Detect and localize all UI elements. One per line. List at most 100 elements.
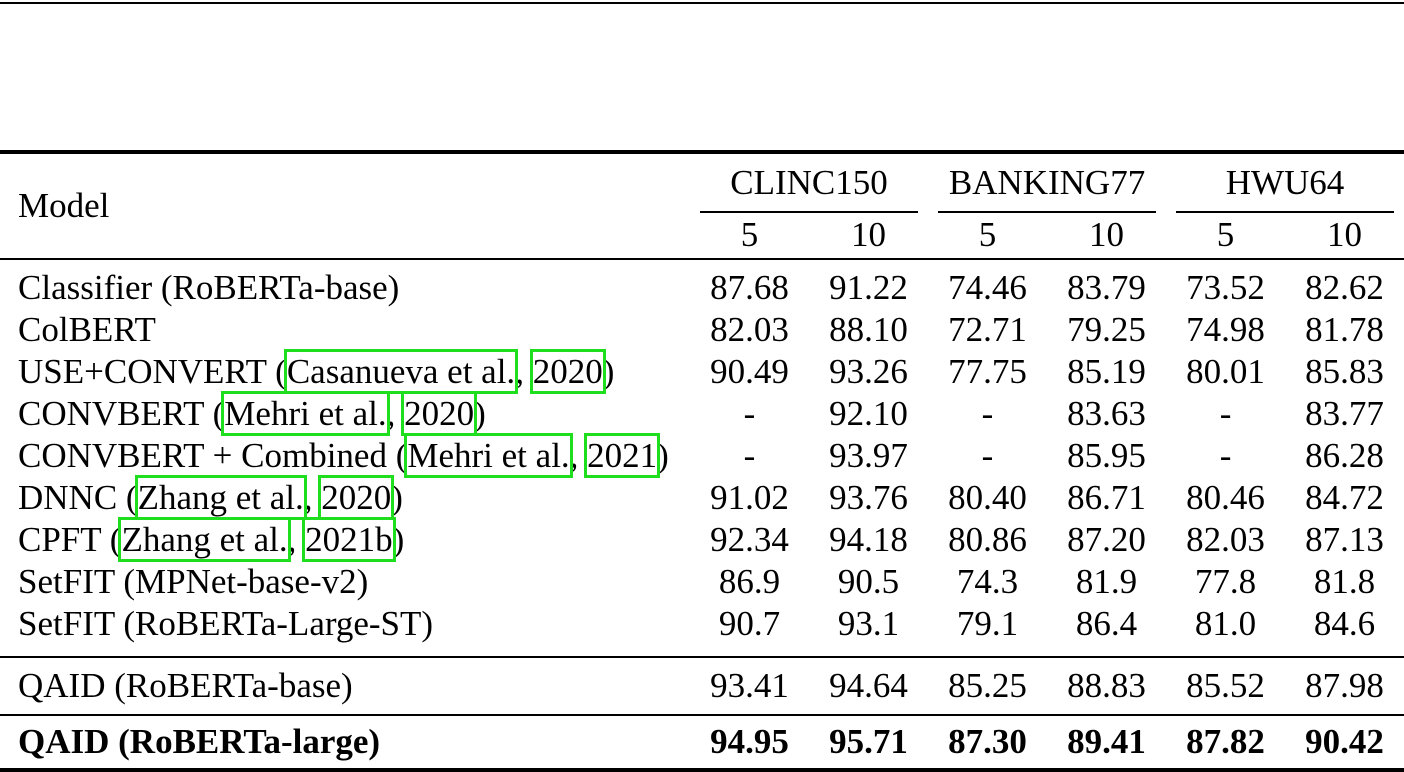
dataset-group-label: HWU64 [1176, 154, 1395, 213]
model-name-text: Classifier (RoBERTa-base) [18, 268, 400, 307]
model-name-cell: CONVBERT + Combined (Mehri et al., 2021) [0, 433, 690, 478]
model-name-text: QAID (RoBERTa-large) [18, 722, 381, 761]
citation-link[interactable]: 2021b [302, 517, 396, 562]
table-row: ColBERT 82.03 88.10 72.71 79.25 74.98 81.78 [0, 309, 1404, 351]
dataset-group-clinc150: CLINC150 [690, 152, 928, 213]
score-cell: 90.42 [1285, 714, 1404, 770]
score-cell: 85.19 [1067, 352, 1146, 391]
score-cell: 85.83 [1305, 352, 1384, 391]
table-row: SetFIT (MPNet-base-v2) 86.9 90.5 74.3 81.9 77… [0, 561, 1404, 603]
results-table: Model CLINC150 BANKING77 HWU64 5 10 5 10… [0, 150, 1404, 772]
model-name-cell: Classifier (RoBERTa-base) [0, 259, 690, 309]
model-name-text: SetFIT (MPNet-base-v2) [18, 562, 369, 601]
citation-link[interactable]: 2020 [401, 391, 478, 436]
score-cell: 95.71 [809, 714, 928, 770]
model-name-cell: SetFIT (MPNet-base-v2) [0, 561, 690, 603]
score-cell: 87.82 [1166, 714, 1286, 770]
score-cell: 85.25 [928, 656, 1047, 715]
score-cell: 83.77 [1305, 394, 1384, 433]
model-name-cell: CPFT (Zhang et al., 2021b) [0, 517, 690, 562]
page-top-rule [0, 2, 1404, 4]
score-cell: 74.3 [956, 562, 1019, 601]
score-cell: 94.64 [809, 656, 928, 715]
score-cell: 92.34 [710, 520, 789, 559]
citation-link[interactable]: 2021 [584, 433, 661, 478]
score-cell: 93.1 [837, 604, 900, 643]
score-cell: 86.9 [718, 562, 781, 601]
model-name-text: USE+CONVERT ( [18, 352, 287, 391]
score-cell: 74.98 [1186, 310, 1265, 349]
model-name-text: CONVBERT + Combined ( [18, 436, 408, 475]
score-cell: 86.4 [1075, 604, 1138, 643]
model-name-text: QAID (RoBERTa-base) [18, 666, 353, 705]
score-cell: 79.25 [1067, 310, 1146, 349]
score-cell: 91.22 [829, 268, 908, 307]
table-row: CONVBERT + Combined (Mehri et al., 2021)… [0, 433, 1404, 478]
model-name-cell: CONVBERT (Mehri et al., 2020) [0, 391, 690, 436]
shot-header-row: 5 10 5 10 5 10 [0, 211, 1404, 260]
table-row: QAID (RoBERTa-base) 93.41 94.64 85.25 88.83 8… [0, 656, 1404, 715]
citation-link[interactable]: Mehri et al. [404, 433, 573, 478]
dataset-group-banking77: BANKING77 [928, 152, 1166, 213]
model-name-cell: USE+CONVERT (Casanueva et al., 2020) [0, 349, 690, 394]
citation-link[interactable]: 2020 [529, 349, 606, 394]
citation-link[interactable]: Casanueva et al. [283, 349, 519, 394]
model-name-text: ) [657, 436, 669, 475]
shot-column-header: 5 [690, 211, 809, 260]
score-cell: 74.46 [948, 268, 1027, 307]
model-name-text: ) [602, 352, 615, 391]
model-name-text: , [569, 436, 588, 475]
score-cell: 89.41 [1047, 714, 1167, 770]
shot-column-header: 5 [928, 211, 1047, 260]
citation-link[interactable]: Zhang et al. [134, 475, 307, 520]
score-cell: 88.83 [1047, 656, 1167, 715]
model-name-cell: QAID (RoBERTa-large) [0, 714, 690, 770]
qaid-large-section: QAID (RoBERTa-large) 94.95 95.71 87.30 89.41… [0, 714, 1404, 770]
model-name-text: ) [474, 394, 486, 433]
score-cell: 90.5 [837, 562, 900, 601]
score-cell: 92.10 [829, 394, 908, 433]
qaid-base-section: QAID (RoBERTa-base) 93.41 94.64 85.25 88.83 8… [0, 656, 1404, 715]
score-cell: 82.03 [710, 310, 789, 349]
score-cell: 93.97 [829, 436, 908, 475]
score-cell: 94.95 [690, 714, 809, 770]
table-row: CPFT (Zhang et al., 2021b) 92.34 94.18 80.8… [0, 517, 1404, 562]
table-row: SetFIT (RoBERTa-Large-ST) 90.7 93.1 79.1 86.… [0, 603, 1404, 657]
dataset-group-label: BANKING77 [938, 154, 1157, 213]
score-cell: 91.02 [710, 478, 789, 517]
table-row: CONVBERT (Mehri et al., 2020) - 92.10 - 83.6… [0, 391, 1404, 436]
model-name-cell: QAID (RoBERTa-base) [0, 656, 690, 715]
citation-link[interactable]: Zhang et al. [118, 517, 291, 562]
shot-column-header: 10 [1047, 211, 1167, 260]
dataset-group-label: CLINC150 [700, 154, 918, 213]
score-cell: 81.0 [1194, 604, 1257, 643]
benchmark-results-table: Model CLINC150 BANKING77 HWU64 5 10 5 10… [0, 150, 1404, 772]
model-name-text: , [386, 394, 405, 433]
score-cell: 72.71 [948, 310, 1027, 349]
score-cell: 84.6 [1313, 604, 1376, 643]
model-name-text: ) [391, 478, 403, 517]
score-cell: 77.75 [948, 352, 1027, 391]
score-cell: 86.28 [1305, 436, 1384, 475]
dataset-group-hwu64: HWU64 [1166, 152, 1404, 213]
score-cell: 81.9 [1075, 562, 1138, 601]
score-cell: 85.95 [1067, 436, 1146, 475]
model-name-text: DNNC ( [18, 478, 138, 517]
score-cell: 84.72 [1305, 478, 1384, 517]
model-name-cell: ColBERT [0, 309, 690, 351]
score-cell: - [743, 394, 756, 433]
group-header-row: Model CLINC150 BANKING77 HWU64 [0, 152, 1404, 260]
score-cell: 81.78 [1305, 310, 1384, 349]
model-name-cell: DNNC (Zhang et al., 2020) [0, 475, 690, 520]
score-cell: 87.20 [1067, 520, 1146, 559]
citation-link[interactable]: Mehri et al. [221, 391, 390, 436]
citation-link[interactable]: 2020 [318, 475, 395, 520]
score-cell: 87.68 [710, 268, 789, 307]
score-cell: 87.30 [928, 714, 1047, 770]
score-cell: 93.76 [829, 478, 908, 517]
score-cell: 90.7 [718, 604, 781, 643]
score-cell: 79.1 [956, 604, 1019, 643]
score-cell: 80.01 [1186, 352, 1265, 391]
score-cell: 90.49 [710, 352, 789, 391]
model-name-cell: SetFIT (RoBERTa-Large-ST) [0, 603, 690, 657]
